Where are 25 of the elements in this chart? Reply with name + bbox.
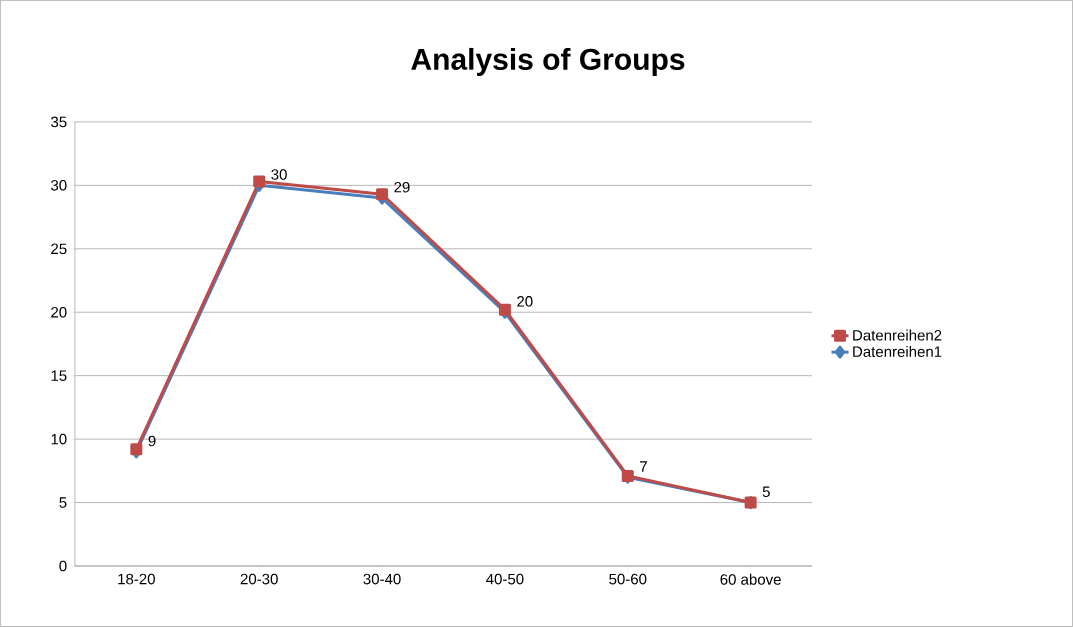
x-tick-label: 40-50 <box>486 573 524 585</box>
y-tick-label: 30 <box>51 180 67 191</box>
x-tick-label: 30-40 <box>363 573 401 585</box>
y-tick-label: 0 <box>59 560 67 572</box>
legend-label: Datenreihen2 <box>853 329 942 341</box>
y-tick-label: 5 <box>59 497 67 508</box>
point <box>253 175 266 188</box>
data-label: 30 <box>271 169 287 180</box>
y-tick-label: 20 <box>51 306 67 318</box>
y-tick-label: 15 <box>51 370 67 381</box>
data-label: 29 <box>394 181 410 193</box>
point <box>376 188 389 201</box>
x-tick-label: 20-30 <box>240 573 278 585</box>
data-label: 7 <box>640 461 647 472</box>
x-tick-label: 18-20 <box>118 573 155 585</box>
data-label: 9 <box>148 435 156 447</box>
chart-title: Analysis of Groups <box>411 47 685 76</box>
y-tick-label: 10 <box>51 433 67 445</box>
x-tick-label: 60 above <box>720 573 781 585</box>
data-label: 5 <box>762 486 770 498</box>
x-tick-label: 50-60 <box>609 573 647 585</box>
legend-label: Datenreihen1 <box>853 345 942 357</box>
y-tick-label: 35 <box>51 116 67 128</box>
data-label: 20 <box>517 296 533 307</box>
y-tick-label: 25 <box>51 243 67 255</box>
